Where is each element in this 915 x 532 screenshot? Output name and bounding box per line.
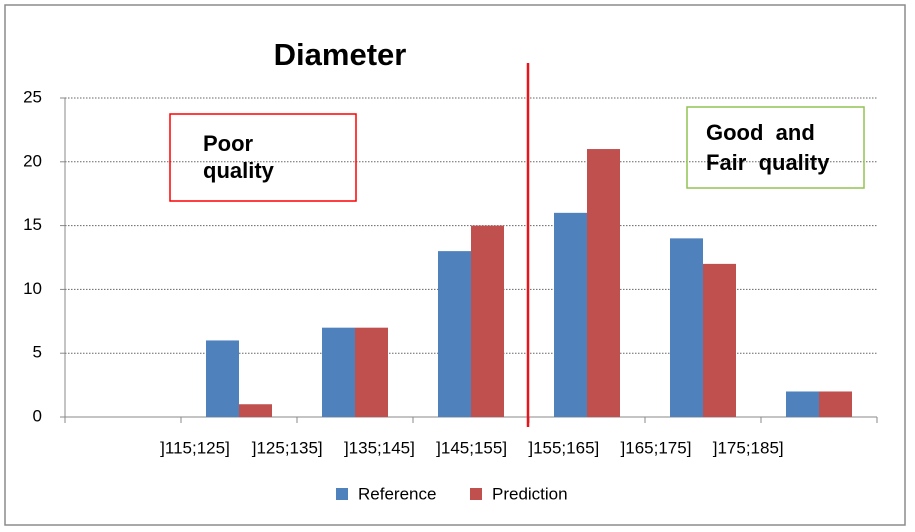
x-tick-label: ]165;175]: [621, 438, 692, 457]
legend-label: Reference: [358, 484, 436, 503]
annotation-box: [169, 113, 357, 202]
bar: [819, 391, 852, 417]
bar: [587, 149, 620, 418]
x-tick-label: ]125;135]: [252, 438, 323, 457]
y-tick-label: 5: [33, 343, 42, 362]
y-tick-label: 10: [23, 279, 42, 298]
x-tick-label: ]155;165]: [528, 438, 599, 457]
annotation-text: quality: [203, 158, 275, 183]
annotation-box: [686, 106, 865, 189]
bar: [670, 238, 703, 417]
annotation-text: Good and: [706, 120, 815, 145]
legend-label: Prediction: [492, 484, 568, 503]
legend-swatch: [336, 488, 348, 500]
x-tick-label: ]145;155]: [436, 438, 507, 457]
y-tick-label: 25: [23, 87, 42, 106]
bar: [786, 391, 819, 417]
chart-title: Diameter: [274, 37, 407, 72]
bar: [355, 327, 388, 417]
bar: [554, 212, 587, 417]
bar: [206, 340, 239, 417]
y-tick-label: 0: [33, 406, 42, 425]
x-tick-label: ]115;125]: [160, 438, 230, 457]
bar: [703, 263, 736, 417]
y-tick-label: 20: [23, 151, 42, 170]
y-tick-label: 15: [23, 215, 42, 234]
x-tick-label: ]135;145]: [344, 438, 415, 457]
annotation-text: Fair quality: [706, 150, 830, 175]
x-tick-label: ]175;185]: [713, 438, 784, 457]
legend-swatch: [470, 488, 482, 500]
annotation-text: Poor: [203, 131, 254, 156]
bar: [471, 225, 504, 417]
bar: [239, 404, 272, 417]
bar: [438, 251, 471, 417]
bar: [322, 327, 355, 417]
